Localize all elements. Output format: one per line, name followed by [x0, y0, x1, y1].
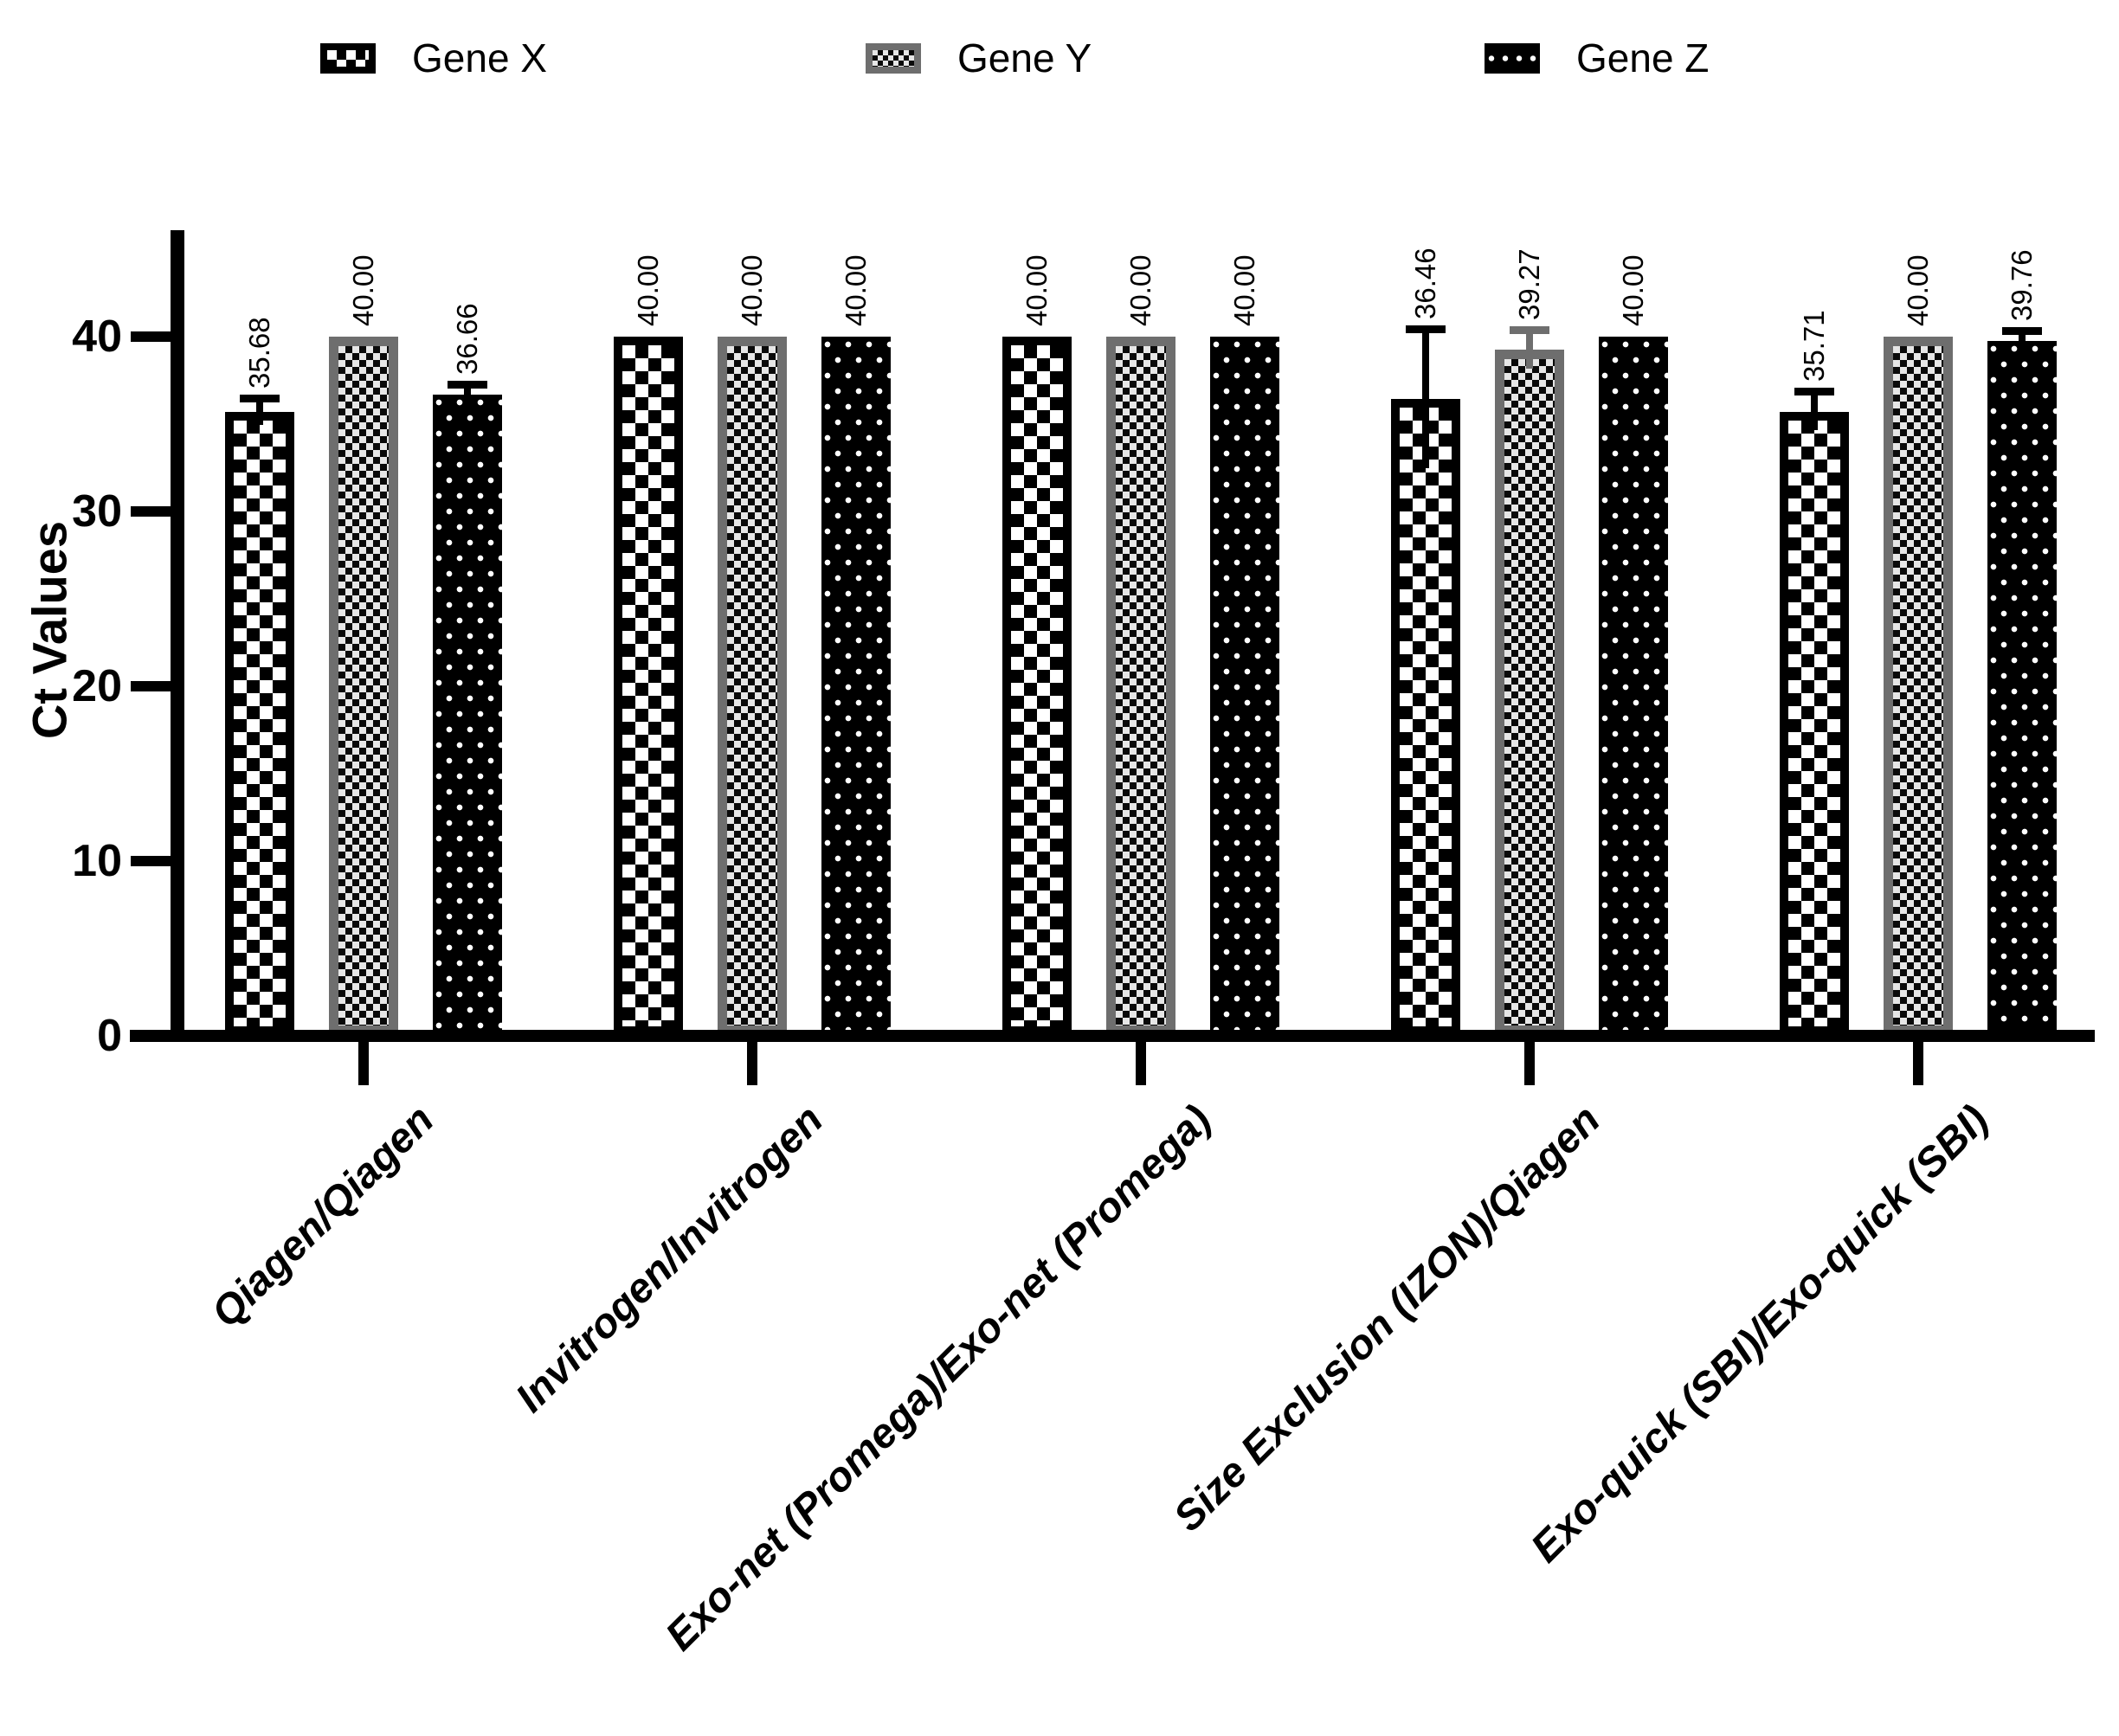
bar-gene-x	[614, 337, 683, 1035]
y-axis-tick	[131, 681, 171, 691]
error-bar	[1526, 331, 1533, 369]
error-bar	[464, 385, 471, 404]
error-bar	[256, 399, 263, 425]
bar-gene-z	[1210, 337, 1279, 1035]
error-bar-cap	[1406, 325, 1446, 333]
bar-value-label: 40.00	[736, 254, 768, 326]
bar-gene-x	[1780, 412, 1849, 1035]
error-bar	[2019, 331, 2026, 350]
error-bar	[1811, 392, 1818, 430]
legend-label: Gene Z	[1576, 35, 1710, 80]
bar-value-label: 35.68	[243, 317, 275, 389]
legend-label: Gene X	[412, 35, 547, 80]
error-bar-cap	[1510, 326, 1549, 334]
y-axis-tick	[131, 331, 171, 342]
bar-gene-z	[1599, 337, 1668, 1035]
x-axis-tick	[747, 1042, 757, 1085]
fine-checker-swatch-icon	[866, 43, 921, 74]
y-axis-tick-label: 30	[72, 486, 122, 537]
bar-value-label: 35.71	[1798, 310, 1830, 382]
y-axis-tick-label: 0	[97, 1011, 122, 1061]
category-label: Size Exclusion (IZON)/Qiagen	[1165, 1096, 1609, 1541]
bar-gene-x	[225, 412, 294, 1035]
category-label: Invitrogen/Invitrogen	[506, 1096, 832, 1422]
error-bar-cap	[1794, 388, 1834, 395]
bar-gene-y	[1884, 337, 1953, 1035]
error-bar-cap	[240, 395, 280, 402]
bar-value-label: 36.46	[1409, 248, 1441, 319]
bar-value-label: 40.00	[1902, 254, 1934, 326]
bar-gene-y	[329, 337, 398, 1035]
y-axis-line	[171, 230, 184, 1042]
bar-gene-y	[1495, 350, 1564, 1035]
bar-gene-z	[433, 395, 502, 1035]
x-axis-tick	[1913, 1042, 1923, 1085]
x-axis-tick	[1136, 1042, 1146, 1085]
bar-gene-y	[1106, 337, 1175, 1035]
legend-item-gene-y: Gene Y	[866, 35, 1092, 80]
error-bar-cap	[448, 381, 487, 389]
bar-gene-z	[1987, 341, 2057, 1035]
bar-gene-z	[821, 337, 891, 1035]
y-axis-tick-label: 10	[72, 836, 122, 886]
legend-label: Gene Y	[957, 35, 1092, 80]
bar-value-label: 40.00	[347, 254, 379, 326]
bar-value-label: 39.27	[1513, 248, 1545, 320]
bar-value-label: 40.00	[840, 254, 872, 326]
y-axis-tick	[131, 506, 171, 517]
legend-item-gene-z: Gene Z	[1485, 35, 1710, 80]
bar-gene-x	[1391, 399, 1460, 1035]
x-axis-line	[130, 1030, 2095, 1042]
y-axis-tick-label: 40	[72, 312, 122, 362]
x-axis-tick	[358, 1042, 369, 1085]
coarse-checker-swatch-icon	[320, 43, 376, 74]
category-label: Qiagen/Qiagen	[203, 1096, 443, 1337]
x-axis-tick	[1524, 1042, 1535, 1085]
category-label: Exo-quick (SBI)/Exo-quick (SBI)	[1523, 1096, 1998, 1572]
legend-item-gene-x: Gene X	[320, 35, 547, 80]
bar-value-label: 40.00	[1228, 254, 1260, 326]
error-bar-cap	[2002, 327, 2042, 335]
dots-swatch-icon	[1485, 43, 1540, 74]
bar-value-label: 36.66	[451, 303, 483, 375]
bar-value-label: 40.00	[632, 254, 664, 326]
bar-value-label: 40.00	[1021, 254, 1053, 326]
bar-value-label: 40.00	[1617, 254, 1649, 326]
bar-gene-y	[718, 337, 787, 1035]
y-axis-tick	[131, 856, 171, 866]
bar-gene-x	[1002, 337, 1072, 1035]
bar-value-label: 40.00	[1124, 254, 1156, 326]
error-bar	[1422, 330, 1429, 468]
y-axis-tick-label: 20	[72, 661, 122, 711]
bar-value-label: 39.76	[2006, 249, 2038, 321]
